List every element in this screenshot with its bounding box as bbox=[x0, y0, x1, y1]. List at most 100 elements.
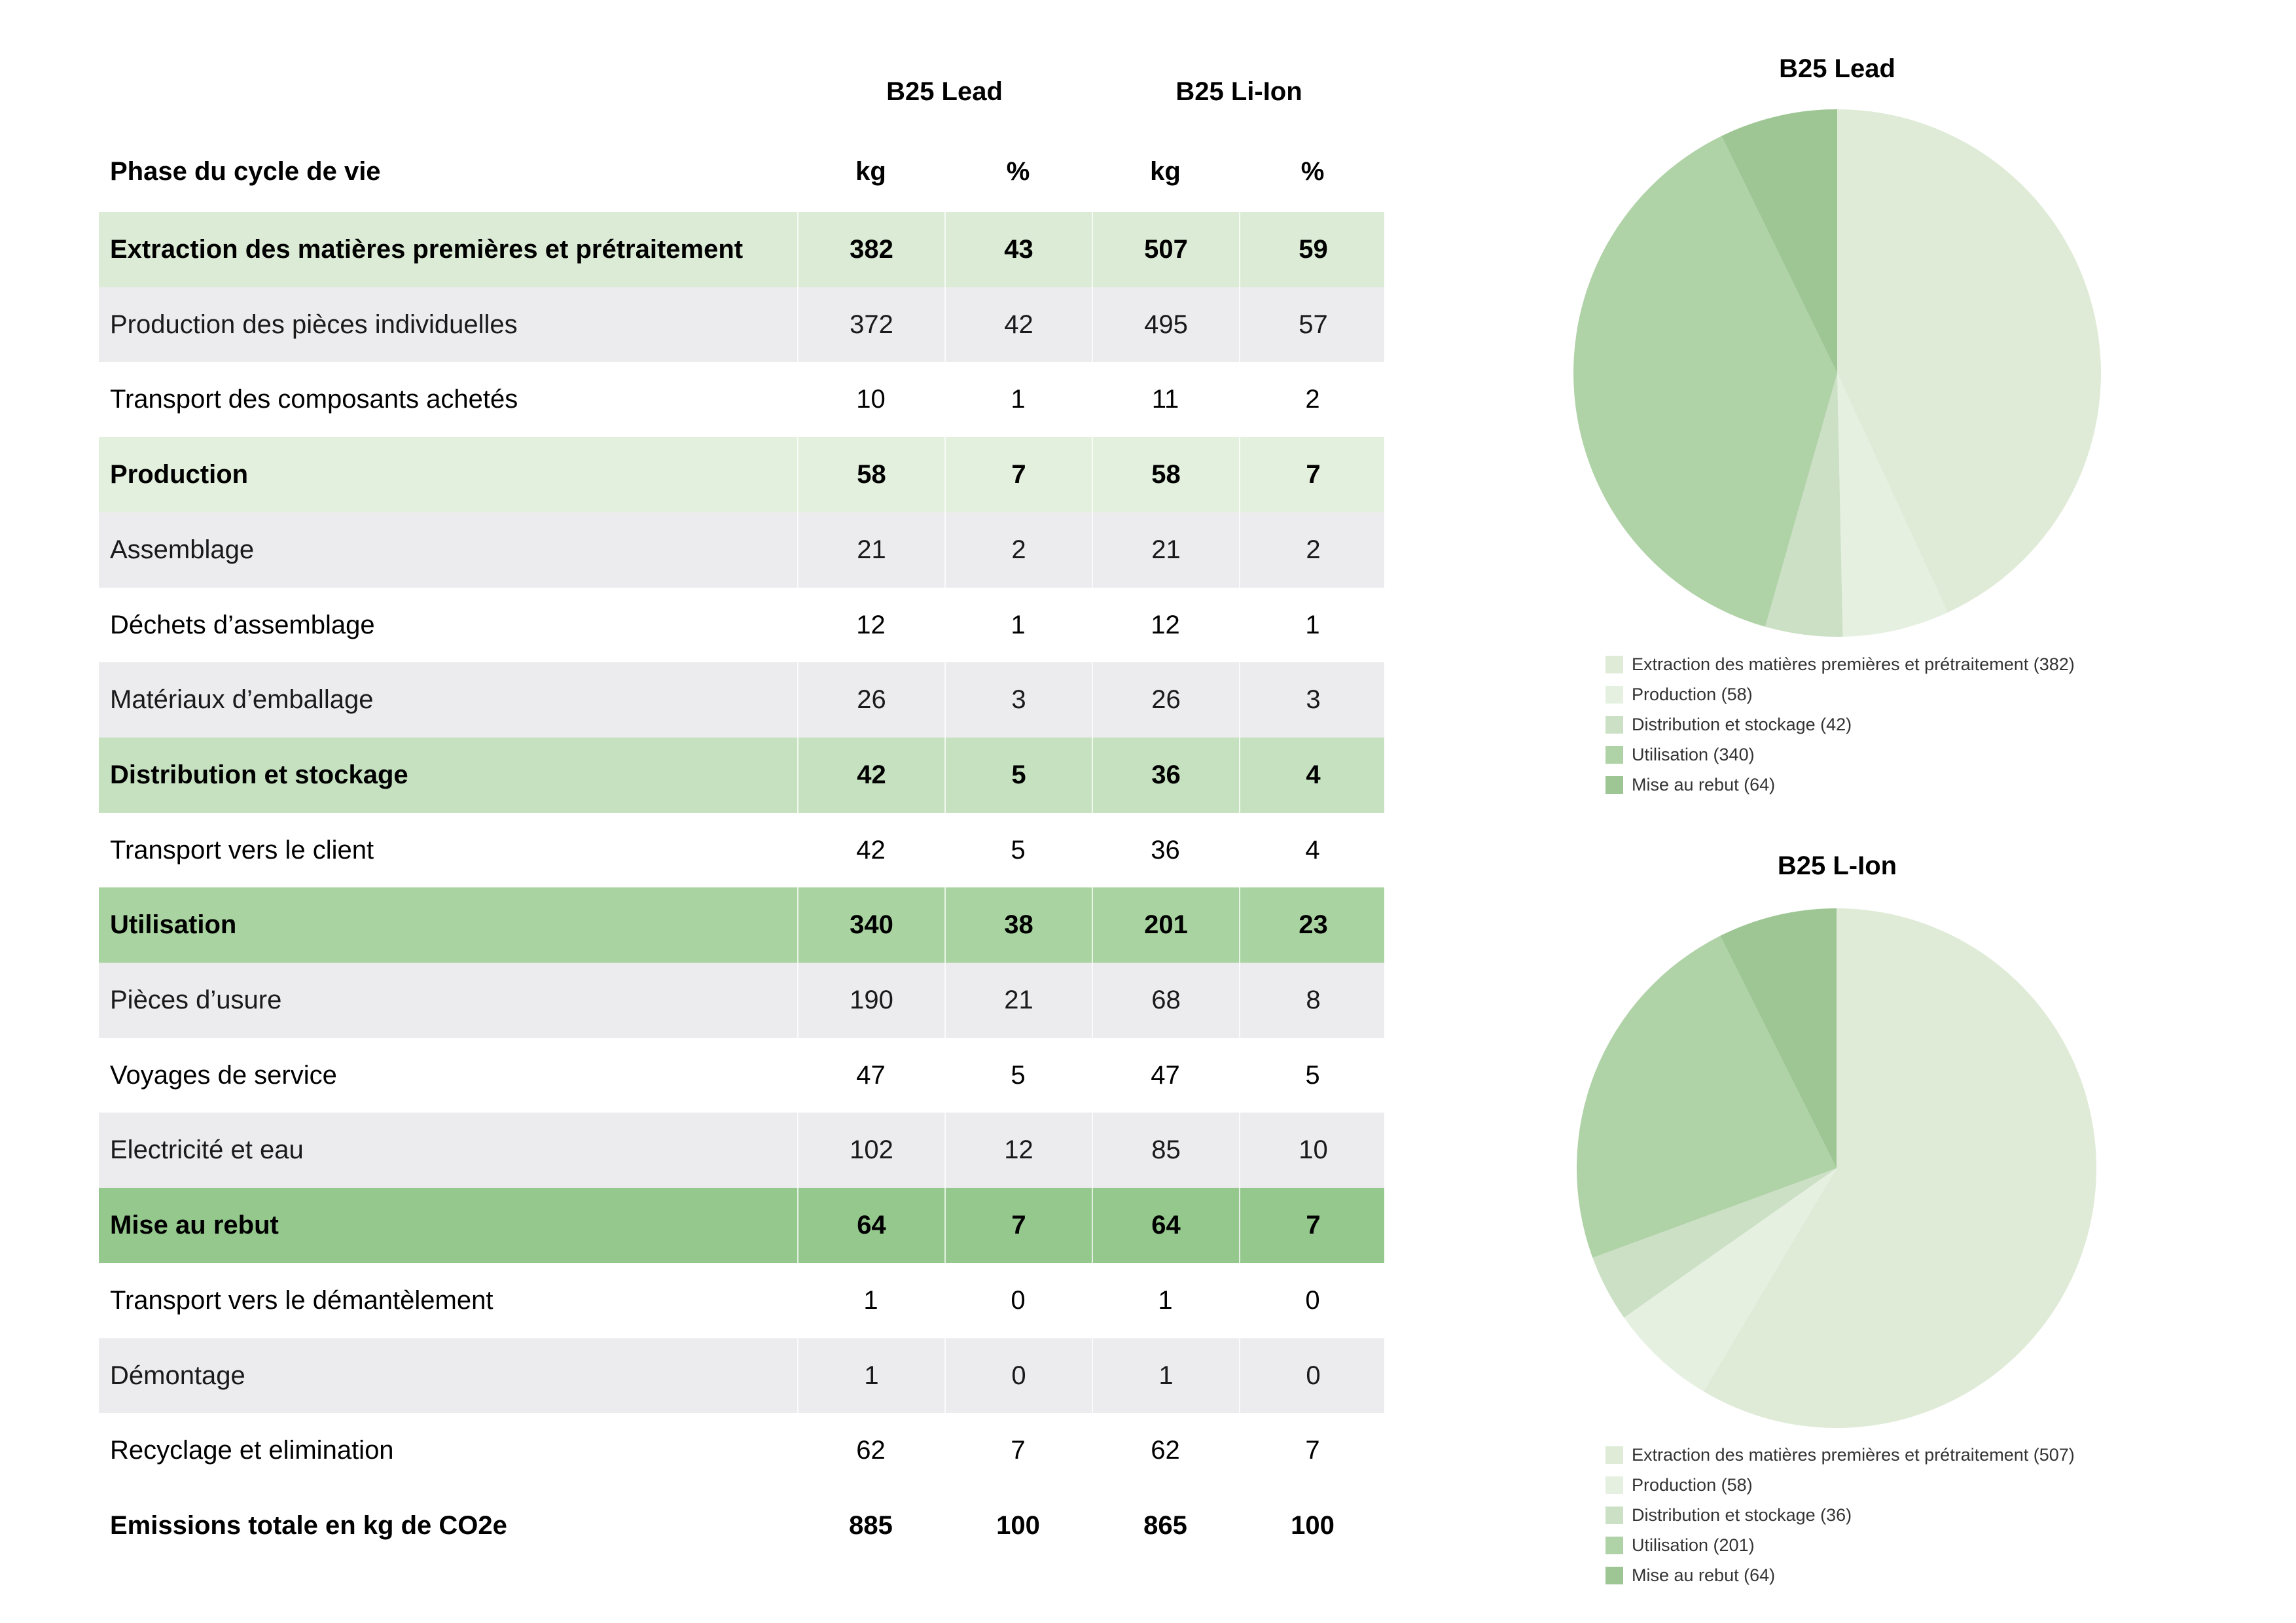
table-row: Recyclage et elimination 62 7 62 7 bbox=[99, 1413, 1384, 1489]
pie-slice-mise-au-rebut bbox=[1720, 908, 1837, 1168]
cell-lead-kg: 885 bbox=[849, 1510, 893, 1540]
cell-liion-percent: 59 bbox=[1239, 212, 1386, 287]
cell-liion-percent: 0 bbox=[1239, 1338, 1386, 1414]
pie-title-b25-li-ion: B25 L-Ion bbox=[1777, 851, 1897, 880]
group-header-b25-lead: B25 Lead bbox=[886, 77, 1003, 106]
cell-lead-kg: 26 bbox=[797, 662, 944, 738]
cell-lead-percent: 0 bbox=[1011, 1285, 1026, 1315]
row-label: Pièces d’usure bbox=[110, 986, 282, 1014]
cell-lead-kg: 62 bbox=[856, 1436, 886, 1465]
cell-lead-percent: 5 bbox=[1011, 1060, 1026, 1090]
table-row: Démontage 1 0 1 0 bbox=[99, 1338, 1384, 1414]
legend-label: Mise au rebut (64) bbox=[1632, 1565, 1776, 1585]
cell-liion-percent: 57 bbox=[1239, 287, 1386, 363]
table-row: Pièces d’usure 190 21 68 8 bbox=[99, 963, 1384, 1038]
column-header-phase: Phase du cycle de vie bbox=[110, 157, 381, 186]
group-header-b25-li-ion: B25 Li-Ion bbox=[1175, 77, 1302, 106]
column-header-liion-percent: % bbox=[1300, 157, 1325, 186]
cell-liion-percent: 3 bbox=[1239, 662, 1386, 738]
cell-lead-percent: 3 bbox=[944, 662, 1092, 738]
cell-liion-kg: 495 bbox=[1092, 287, 1239, 363]
legend-swatch bbox=[1605, 746, 1623, 764]
cell-liion-kg: 11 bbox=[1151, 385, 1179, 414]
row-label: Assemblage bbox=[110, 535, 255, 564]
pie-title-b25-lead: B25 Lead bbox=[1779, 54, 1895, 83]
cell-lead-percent: 21 bbox=[944, 963, 1092, 1038]
row-label: Production des pièces individuelles bbox=[110, 310, 518, 339]
row-label: Matériaux d’emballage bbox=[110, 685, 374, 715]
table-row: Assemblage 21 2 21 2 bbox=[99, 512, 1384, 588]
legend-swatch bbox=[1605, 656, 1623, 673]
cell-liion-kg: 47 bbox=[1151, 1060, 1180, 1090]
cell-liion-percent: 1 bbox=[1305, 610, 1320, 639]
pie-chart-b25-lead bbox=[1573, 109, 2102, 637]
column-header-liion-kg: kg bbox=[1150, 157, 1181, 186]
pie-slice-extraction-des-matieres-premieres-et-pretraitement bbox=[1703, 908, 2096, 1428]
table-total-row: Emissions totale en kg de CO2e 885 100 865 1… bbox=[99, 1488, 1384, 1563]
column-header-lead-kg: kg bbox=[855, 157, 886, 186]
cell-lead-percent: 7 bbox=[1011, 1436, 1026, 1465]
cell-lead-kg: 42 bbox=[856, 835, 886, 865]
row-label: Recyclage et elimination bbox=[110, 1436, 394, 1465]
cell-lead-percent: 12 bbox=[944, 1113, 1092, 1188]
cell-lead-kg: 47 bbox=[856, 1060, 886, 1090]
cell-lead-kg: 58 bbox=[797, 437, 944, 513]
table-row: Déchets d’assemblage 12 1 12 1 bbox=[99, 587, 1384, 663]
cell-lead-kg: 12 bbox=[856, 610, 886, 639]
table-phase-row: Extraction des matières premières et pré… bbox=[99, 212, 1384, 287]
cell-lead-kg: 1 bbox=[863, 1285, 878, 1315]
cell-lead-percent: 1 bbox=[1011, 385, 1026, 414]
pie-slice-distribution-et-stockage bbox=[1592, 1168, 1837, 1318]
legend-label: Utilisation (340) bbox=[1632, 745, 1755, 764]
cell-liion-kg: 26 bbox=[1092, 662, 1239, 738]
cell-lead-percent: 1 bbox=[1011, 610, 1026, 639]
legend-swatch bbox=[1605, 776, 1623, 794]
cell-liion-kg: 1 bbox=[1092, 1338, 1239, 1414]
cell-lead-percent: 100 bbox=[996, 1510, 1040, 1540]
cell-liion-kg: 85 bbox=[1092, 1113, 1239, 1188]
legend-swatch bbox=[1605, 1476, 1623, 1494]
legend-label: Utilisation (201) bbox=[1632, 1535, 1755, 1555]
cell-liion-percent: 7 bbox=[1239, 1188, 1386, 1264]
pie-slice-utilisation bbox=[1577, 936, 1837, 1258]
pie-slice-distribution-et-stockage bbox=[1765, 373, 1843, 637]
cell-liion-percent: 8 bbox=[1239, 963, 1386, 1038]
cell-lead-kg: 382 bbox=[797, 212, 944, 287]
cell-liion-percent: 23 bbox=[1239, 887, 1386, 963]
table-phase-row: Mise au rebut 64 7 64 7 bbox=[99, 1188, 1386, 1264]
cell-lead-percent: 43 bbox=[944, 212, 1092, 287]
column-header-lead-percent: % bbox=[1006, 157, 1030, 186]
cell-lead-kg: 372 bbox=[797, 287, 944, 363]
cell-liion-kg: 12 bbox=[1151, 610, 1180, 639]
cell-liion-kg: 58 bbox=[1092, 437, 1239, 513]
cell-lead-kg: 42 bbox=[797, 737, 944, 813]
cell-lead-percent: 2 bbox=[944, 512, 1092, 588]
cell-liion-percent: 2 bbox=[1239, 512, 1386, 588]
cell-liion-kg: 36 bbox=[1151, 835, 1180, 865]
cell-liion-percent: 7 bbox=[1305, 1436, 1320, 1465]
cell-liion-kg: 36 bbox=[1092, 737, 1239, 813]
legend-label: Production (58) bbox=[1632, 685, 1753, 704]
row-label: Voyages de service bbox=[110, 1060, 337, 1090]
pie-slice-extraction-des-matieres-premieres-et-pretraitement bbox=[1837, 109, 2102, 613]
cell-liion-percent: 100 bbox=[1291, 1510, 1335, 1540]
cell-liion-percent: 4 bbox=[1305, 835, 1320, 865]
legend-swatch bbox=[1605, 1567, 1623, 1584]
pie-slice-production bbox=[1837, 373, 1948, 637]
cell-liion-percent: 0 bbox=[1305, 1285, 1320, 1315]
table-row: Production des pièces individuelles 372 42… bbox=[99, 287, 1384, 363]
row-label: Transport vers le démantèlement bbox=[110, 1285, 493, 1315]
row-label: Extraction des matières premières et pré… bbox=[110, 235, 744, 264]
row-label: Production bbox=[110, 460, 249, 490]
row-label: Utilisation bbox=[110, 910, 237, 940]
cell-lead-percent: 5 bbox=[1011, 835, 1026, 865]
legend-label: Production (58) bbox=[1632, 1475, 1753, 1495]
legend-label: Distribution et stockage (36) bbox=[1632, 1505, 1852, 1525]
cell-liion-percent: 4 bbox=[1239, 737, 1386, 813]
cell-liion-kg: 68 bbox=[1092, 963, 1239, 1038]
row-label: Transport vers le client bbox=[110, 835, 374, 865]
row-label: Distribution et stockage bbox=[110, 760, 408, 789]
cell-lead-percent: 7 bbox=[944, 437, 1092, 513]
cell-lead-percent: 38 bbox=[944, 887, 1092, 963]
row-label: Mise au rebut bbox=[110, 1211, 279, 1240]
